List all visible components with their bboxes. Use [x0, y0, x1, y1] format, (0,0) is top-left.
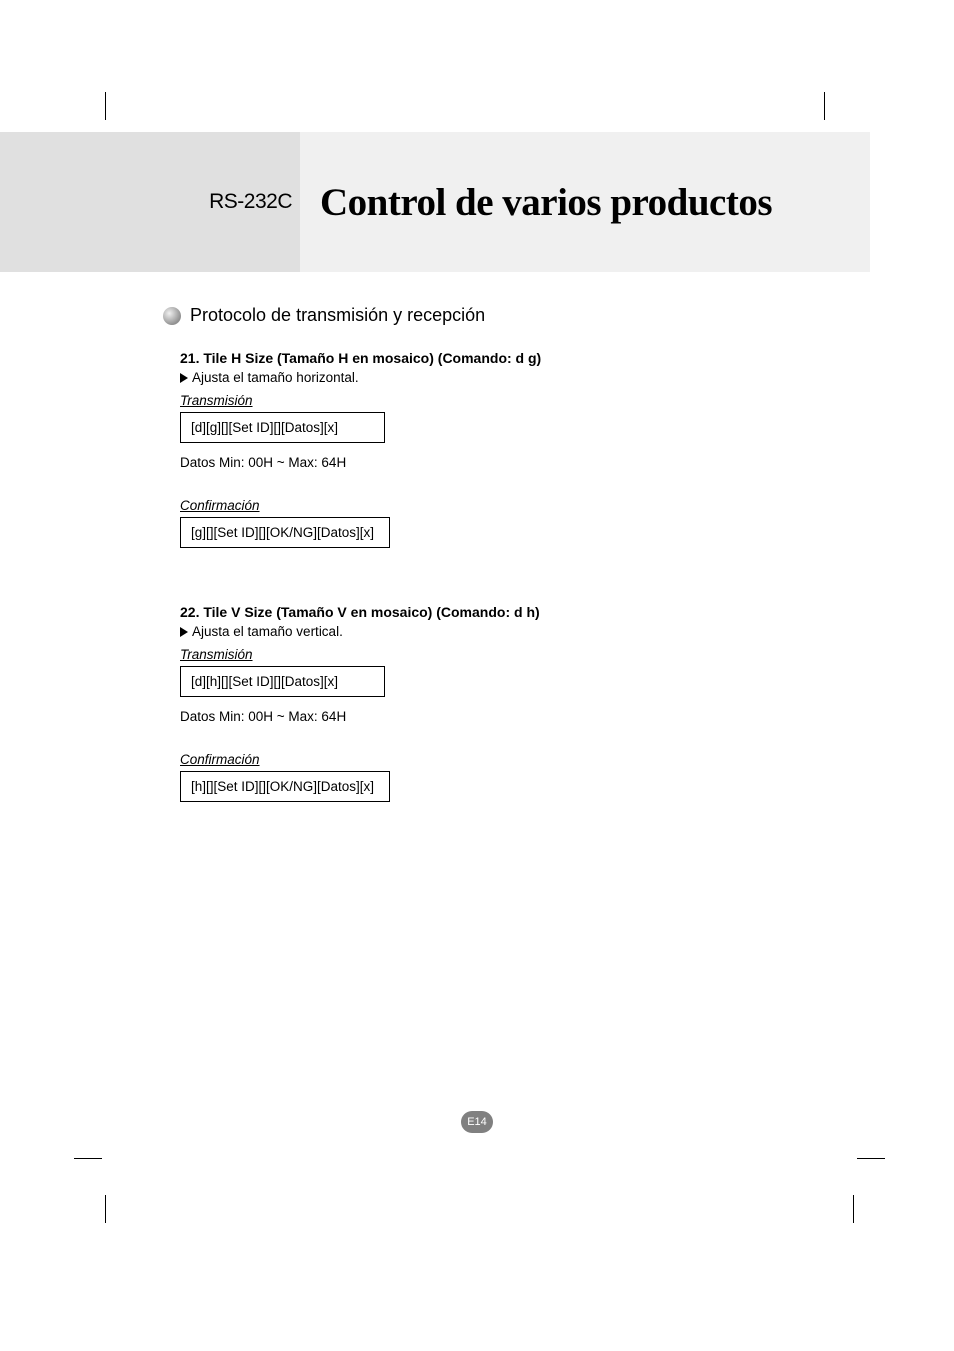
- sphere-bullet-icon: [162, 306, 182, 326]
- page-number: E14: [467, 1116, 487, 1128]
- crop-mark: [74, 1158, 102, 1159]
- section-title: Protocolo de transmisión y recepción: [190, 305, 485, 326]
- crop-mark: [105, 92, 106, 120]
- crop-mark: [105, 1195, 106, 1223]
- confirmation-label: Confirmación: [180, 498, 862, 513]
- data-range: Datos Min: 00H ~ Max: 64H: [180, 455, 862, 470]
- crop-mark: [824, 92, 825, 120]
- transmission-code: [d][g][][Set ID][][Datos][x]: [180, 412, 385, 443]
- header-right-panel: Control de varios productos: [300, 132, 870, 272]
- command-desc-text: Ajusta el tamaño vertical.: [192, 624, 343, 639]
- confirmation-group: Confirmación [g][][Set ID][][OK/NG][Dato…: [180, 498, 862, 548]
- confirmation-group: Confirmación [h][][Set ID][][OK/NG][Dato…: [180, 752, 862, 802]
- triangle-bullet-icon: [180, 373, 188, 383]
- page-number-badge: E14: [461, 1111, 493, 1133]
- command-block-21: 21. Tile H Size (Tamaño H en mosaico) (C…: [180, 350, 862, 548]
- triangle-bullet-icon: [180, 627, 188, 637]
- transmission-label: Transmisión: [180, 393, 862, 408]
- transmission-label: Transmisión: [180, 647, 862, 662]
- command-title: 22. Tile V Size (Tamaño V en mosaico) (C…: [180, 604, 862, 620]
- confirmation-code: [g][][Set ID][][OK/NG][Datos][x]: [180, 517, 390, 548]
- command-description: Ajusta el tamaño horizontal.: [180, 370, 862, 385]
- crop-mark: [853, 1195, 854, 1223]
- command-block-22: 22. Tile V Size (Tamaño V en mosaico) (C…: [180, 604, 862, 802]
- crop-mark: [857, 1158, 885, 1159]
- transmission-code: [d][h][][Set ID][][Datos][x]: [180, 666, 385, 697]
- command-desc-text: Ajusta el tamaño horizontal.: [192, 370, 359, 385]
- header-left-panel: RS-232C: [0, 132, 300, 272]
- command-title: 21. Tile H Size (Tamaño H en mosaico) (C…: [180, 350, 862, 366]
- header-code: RS-232C: [209, 190, 292, 214]
- command-description: Ajusta el tamaño vertical.: [180, 624, 862, 639]
- data-range: Datos Min: 00H ~ Max: 64H: [180, 709, 862, 724]
- header-band: RS-232C Control de varios productos: [0, 132, 870, 272]
- content-area: Protocolo de transmisión y recepción 21.…: [162, 305, 862, 858]
- confirmation-code: [h][][Set ID][][OK/NG][Datos][x]: [180, 771, 390, 802]
- confirmation-label: Confirmación: [180, 752, 862, 767]
- section-header: Protocolo de transmisión y recepción: [162, 305, 862, 326]
- header-title: Control de varios productos: [320, 180, 772, 225]
